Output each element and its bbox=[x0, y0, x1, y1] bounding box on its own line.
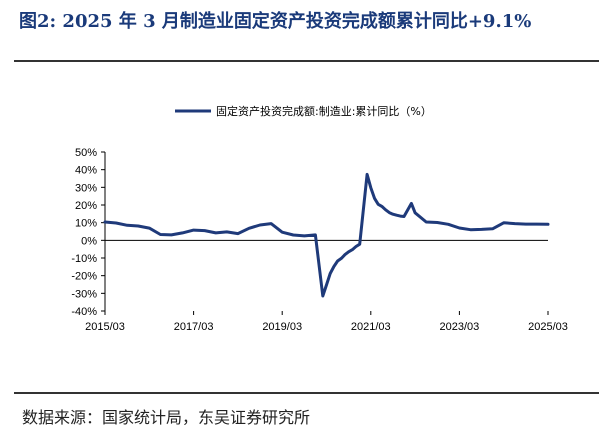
data-point bbox=[410, 202, 413, 205]
x-tick-label: 2023/03 bbox=[440, 321, 480, 333]
data-point bbox=[292, 234, 295, 236]
data-point bbox=[137, 225, 139, 227]
top-rule bbox=[14, 60, 599, 62]
data-point bbox=[392, 213, 394, 215]
data-point bbox=[536, 223, 538, 225]
data-point bbox=[148, 227, 151, 229]
data-point bbox=[381, 205, 383, 208]
data-point bbox=[502, 222, 505, 224]
data-point bbox=[344, 253, 346, 256]
data-point bbox=[248, 227, 250, 230]
data-point bbox=[303, 235, 306, 237]
data-point bbox=[237, 232, 239, 235]
data-point bbox=[395, 214, 398, 216]
data-point bbox=[480, 228, 483, 231]
bottom-rule bbox=[14, 392, 599, 394]
data-point bbox=[215, 232, 217, 234]
data-point bbox=[347, 251, 350, 253]
data-point bbox=[525, 223, 527, 225]
data-point bbox=[322, 295, 324, 297]
data-point bbox=[192, 229, 195, 231]
y-tick-label: -40% bbox=[71, 306, 97, 318]
y-tick-label: -10% bbox=[71, 253, 97, 265]
data-point bbox=[355, 245, 357, 248]
data-point bbox=[366, 173, 368, 176]
y-tick-label: 40% bbox=[75, 165, 97, 177]
data-point bbox=[377, 203, 380, 206]
data-point bbox=[388, 211, 391, 214]
data-point bbox=[170, 234, 173, 236]
y-tick-label: 50% bbox=[75, 147, 97, 159]
data-point bbox=[447, 223, 450, 226]
x-tick-label: 2025/03 bbox=[528, 321, 568, 333]
data-point bbox=[333, 265, 335, 268]
data-point bbox=[104, 221, 106, 223]
y-tick-label: 30% bbox=[75, 182, 97, 194]
data-point bbox=[373, 197, 376, 200]
data-point bbox=[358, 243, 361, 245]
data-point bbox=[203, 229, 206, 232]
data-point bbox=[281, 231, 284, 233]
x-tick-label: 2017/03 bbox=[174, 321, 214, 333]
data-point bbox=[329, 272, 332, 275]
data-point bbox=[126, 224, 128, 227]
figure-title: 图2: 2025 年 3 月制造业固定资产投资完成额累计同比+9.1% bbox=[19, 11, 532, 32]
data-point bbox=[325, 284, 328, 286]
data-point bbox=[181, 232, 184, 234]
x-tick-label: 2021/03 bbox=[351, 321, 391, 333]
x-tick-label: 2019/03 bbox=[262, 321, 302, 333]
data-point bbox=[414, 212, 416, 214]
data-point bbox=[458, 227, 461, 229]
data-point bbox=[469, 228, 472, 231]
data-point bbox=[270, 222, 272, 225]
data-point bbox=[370, 186, 372, 189]
data-point bbox=[115, 222, 117, 224]
data-point bbox=[399, 215, 402, 217]
y-tick-label: 20% bbox=[75, 200, 97, 212]
data-point bbox=[491, 228, 494, 230]
data-point bbox=[547, 223, 549, 226]
legend-label: 固定资产投资完成额:制造业:累计同比（%） bbox=[216, 104, 432, 118]
data-point bbox=[340, 257, 343, 260]
legend: 固定资产投资完成额:制造业:累计同比（%） bbox=[175, 104, 432, 118]
data-point bbox=[436, 221, 439, 224]
data-point bbox=[514, 222, 516, 225]
data-point bbox=[384, 209, 387, 211]
data-point bbox=[314, 234, 317, 236]
data-point bbox=[259, 224, 261, 226]
data-point bbox=[425, 221, 428, 223]
source-note: 数据来源：国家统计局，东吴证券研究所 bbox=[22, 408, 311, 427]
data-point bbox=[403, 215, 405, 218]
series-line bbox=[103, 172, 550, 298]
y-tick-label: 0% bbox=[81, 235, 97, 247]
data-point bbox=[336, 260, 339, 262]
y-tick-label: -30% bbox=[71, 288, 97, 300]
data-point bbox=[226, 231, 228, 233]
data-point bbox=[159, 233, 162, 236]
x-tick-label: 2015/03 bbox=[85, 321, 125, 333]
y-tick-label: -20% bbox=[71, 271, 97, 283]
data-point bbox=[351, 248, 354, 251]
y-tick-label: 10% bbox=[75, 218, 97, 230]
